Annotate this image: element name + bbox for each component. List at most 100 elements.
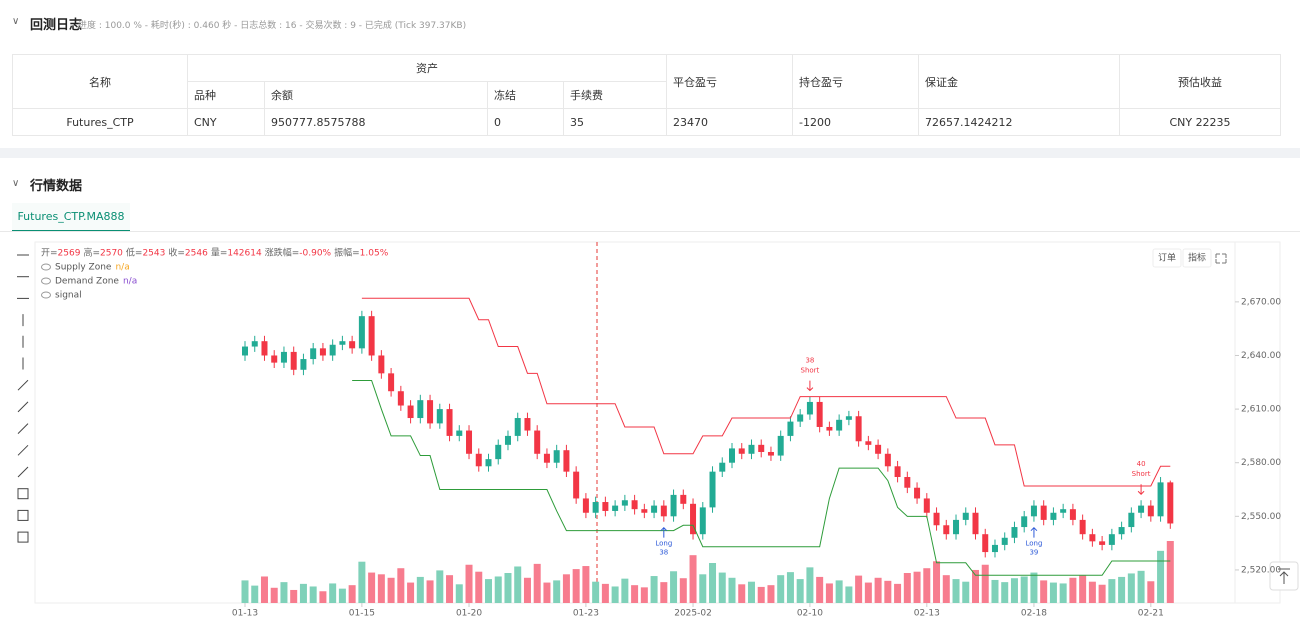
symbol-tab[interactable]: Futures_CTP.MA888 bbox=[12, 203, 130, 232]
volume-bar bbox=[903, 573, 911, 603]
candle-body bbox=[923, 498, 930, 513]
candle-body bbox=[563, 450, 570, 472]
toolbar-button[interactable] bbox=[1152, 248, 1182, 268]
candle-body bbox=[1030, 505, 1037, 517]
info-value: 142614 bbox=[227, 249, 262, 259]
volume-bar bbox=[825, 583, 833, 603]
candle-body bbox=[456, 430, 463, 436]
candle-body bbox=[1060, 509, 1067, 513]
tool-glyph bbox=[17, 531, 29, 543]
volume-bar bbox=[241, 580, 249, 603]
volume-bar bbox=[640, 587, 648, 603]
signal-arrow bbox=[1030, 526, 1038, 538]
tool-icon[interactable] bbox=[17, 379, 29, 391]
tool-icon[interactable] bbox=[17, 444, 29, 456]
signal-side: Short bbox=[801, 367, 820, 375]
eye-icon[interactable] bbox=[41, 263, 51, 271]
volume-bar bbox=[933, 561, 941, 603]
collapse-icon[interactable]: ∨ bbox=[12, 16, 20, 27]
cell: 950777.8575788 bbox=[264, 108, 488, 136]
candle-body bbox=[1001, 537, 1008, 545]
volume-bar bbox=[679, 578, 687, 603]
zone-line bbox=[352, 380, 1171, 576]
candle-body bbox=[1167, 482, 1174, 524]
candle-body bbox=[582, 498, 589, 513]
info-value: 1.05% bbox=[360, 249, 389, 259]
candle-body bbox=[612, 505, 619, 511]
x-tick-label: 02-10 bbox=[797, 609, 823, 619]
tool-icon[interactable] bbox=[17, 466, 29, 478]
volume-bar bbox=[621, 578, 629, 603]
volume-bar bbox=[757, 586, 765, 603]
tool-icon[interactable] bbox=[17, 509, 29, 521]
plot-frame bbox=[34, 241, 1281, 604]
tool-glyph bbox=[17, 509, 29, 521]
tool-icon[interactable] bbox=[17, 401, 29, 413]
y-tick-label: 2,550.00 bbox=[1241, 512, 1281, 522]
info-value: 2569 bbox=[58, 249, 81, 259]
candle-body bbox=[466, 430, 473, 454]
candle-body bbox=[310, 348, 317, 360]
candle-body bbox=[777, 435, 784, 456]
volume-bar bbox=[533, 563, 541, 603]
volume-bar bbox=[942, 575, 950, 603]
header-cell: 手续费 bbox=[563, 81, 667, 109]
eye-icon[interactable] bbox=[41, 291, 51, 299]
candle-body bbox=[914, 487, 921, 499]
volume-bar bbox=[660, 582, 668, 603]
volume-bar bbox=[260, 576, 268, 603]
candle-body bbox=[943, 525, 950, 535]
candle-body bbox=[806, 401, 813, 415]
x-tick-label: 2025-02 bbox=[674, 609, 712, 619]
candle-body bbox=[865, 441, 872, 445]
candle-body bbox=[787, 421, 794, 436]
candle-body bbox=[271, 355, 278, 363]
volume-bar bbox=[631, 585, 639, 603]
signal-label: 40 bbox=[1137, 460, 1146, 468]
volume-bar bbox=[1010, 578, 1018, 603]
volume-bar bbox=[1079, 575, 1087, 603]
candle-body bbox=[670, 494, 677, 517]
signal-label: 38 bbox=[805, 357, 814, 365]
candle-body bbox=[797, 414, 804, 422]
button-label[interactable]: 指标 bbox=[1188, 252, 1206, 264]
volume-bar bbox=[981, 564, 989, 603]
button-label[interactable]: 订单 bbox=[1158, 252, 1176, 264]
tool-glyph bbox=[17, 423, 29, 434]
volume-bar bbox=[864, 582, 872, 603]
volume-bar bbox=[446, 575, 454, 603]
header-cell: 品种 bbox=[187, 81, 265, 109]
candle-body bbox=[524, 418, 531, 431]
volume-bar bbox=[689, 555, 697, 603]
header-cell: 保证金 bbox=[918, 54, 1120, 109]
volume-bar bbox=[592, 581, 600, 603]
candle-body bbox=[349, 341, 356, 349]
candle-body bbox=[699, 507, 706, 535]
volume-bar bbox=[855, 575, 863, 603]
candle-body bbox=[1050, 512, 1057, 520]
candle-body bbox=[904, 477, 911, 488]
candle-body bbox=[1118, 527, 1125, 535]
tool-icon[interactable] bbox=[17, 531, 29, 543]
candle-body bbox=[514, 418, 521, 436]
candle-body bbox=[504, 435, 511, 445]
toolbar-button[interactable] bbox=[1182, 248, 1212, 268]
volume-bar bbox=[387, 577, 395, 603]
candle-body bbox=[982, 534, 989, 553]
volume-bar bbox=[309, 586, 317, 603]
cell: 72657.1424212 bbox=[918, 108, 1120, 136]
tool-icon[interactable] bbox=[17, 488, 29, 500]
backtest-panel: ∨ 回测日志 进度 : 100.0 % - 耗时(秒) : 0.460 秒 - … bbox=[0, 0, 1300, 148]
collapse-icon[interactable]: ∨ bbox=[12, 178, 20, 189]
candle-body bbox=[290, 351, 297, 370]
y-tick-label: 2,640.00 bbox=[1241, 351, 1281, 361]
candle-body bbox=[836, 419, 843, 431]
candle-body bbox=[495, 444, 502, 460]
eye-icon[interactable] bbox=[41, 277, 51, 285]
scroll-top-icon[interactable] bbox=[1278, 568, 1290, 584]
candle-body bbox=[758, 444, 765, 452]
tool-icon[interactable] bbox=[17, 423, 29, 434]
volume-bar bbox=[1088, 581, 1096, 603]
fullscreen-icon[interactable] bbox=[1215, 253, 1227, 264]
candle-body bbox=[339, 341, 346, 345]
